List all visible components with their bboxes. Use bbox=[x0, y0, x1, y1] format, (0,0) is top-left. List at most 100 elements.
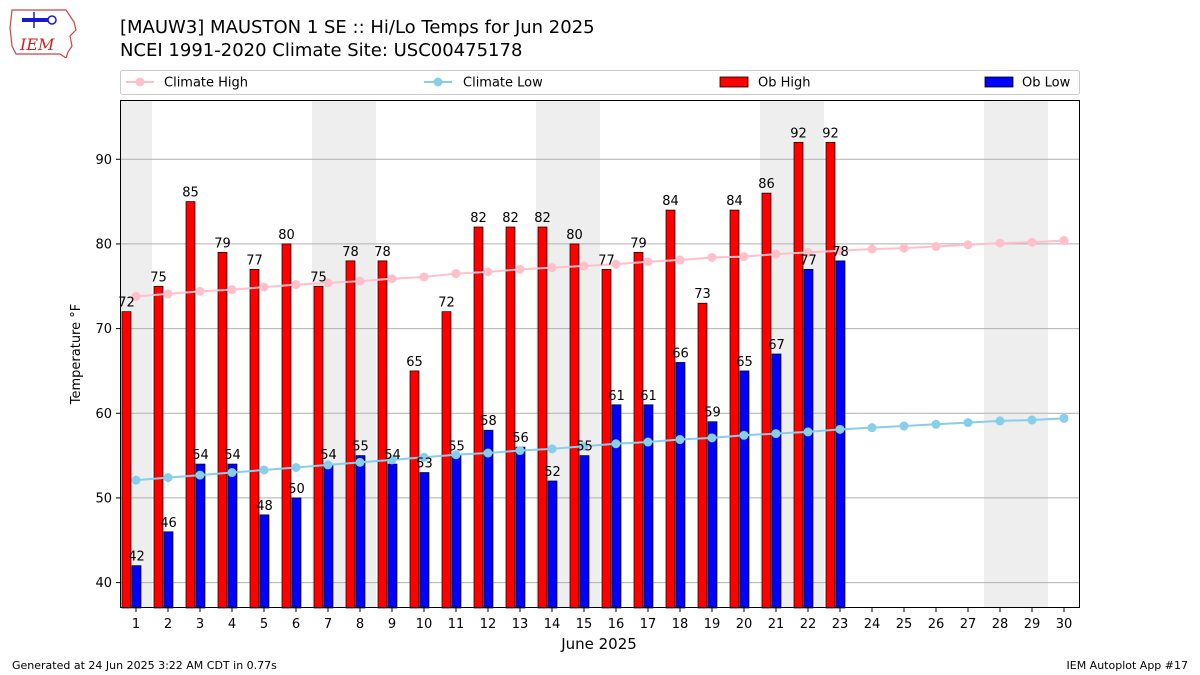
footer-app: IEM Autoplot App #17 bbox=[1066, 659, 1189, 672]
climate-high-point-29 bbox=[1027, 237, 1037, 247]
legend-climate-high: Climate High bbox=[126, 76, 248, 91]
ob-low-bar-10 bbox=[419, 472, 430, 609]
x-tick-label-21: 21 bbox=[768, 617, 785, 632]
ob-low-label-7: 54 bbox=[320, 448, 337, 463]
ob-low-label-9: 54 bbox=[384, 448, 401, 463]
climate-low-point-13 bbox=[515, 446, 525, 456]
logo-weather-station bbox=[22, 18, 48, 22]
ob-high-label-15: 80 bbox=[566, 228, 583, 243]
chart-title: [MAUW3] MAUSTON 1 SE :: Hi/Lo Temps for … bbox=[120, 17, 595, 38]
climate-low-point-17 bbox=[643, 437, 653, 447]
ob-low-bar-23 bbox=[835, 260, 846, 609]
ob-high-bar-22 bbox=[793, 141, 804, 609]
ob-low-bar-22 bbox=[803, 268, 814, 609]
climate-low-point-18 bbox=[675, 435, 685, 445]
climate-high-point-28 bbox=[995, 238, 1005, 248]
y-tick-label-40: 40 bbox=[95, 576, 112, 591]
ob-high-label-21: 86 bbox=[758, 177, 775, 192]
climate-high-point-3 bbox=[195, 286, 205, 296]
climate-low-point-24 bbox=[867, 423, 877, 433]
ob-high-bar-2 bbox=[153, 285, 164, 609]
ob-low-label-14: 52 bbox=[544, 465, 561, 480]
climate-high-point-24 bbox=[867, 244, 877, 254]
climate-high-point-11 bbox=[451, 269, 461, 279]
ob-high-bar-23 bbox=[825, 141, 836, 609]
climate-high-point-16 bbox=[611, 259, 621, 269]
iem-logo: IEM bbox=[9, 9, 77, 58]
x-tick-label-9: 9 bbox=[388, 617, 396, 632]
ob-low-bar-1 bbox=[131, 565, 142, 609]
legend-label-climate-low: Climate Low bbox=[463, 76, 543, 91]
ob-high-label-22: 92 bbox=[790, 126, 807, 141]
ob-high-bar-8 bbox=[345, 260, 356, 609]
climate-low-point-5 bbox=[259, 465, 269, 475]
ob-low-bar-20 bbox=[739, 370, 750, 609]
climate-low-point-9 bbox=[387, 455, 397, 465]
x-tick-label-12: 12 bbox=[480, 617, 497, 632]
legend-label-ob-high: Ob High bbox=[758, 76, 811, 91]
ob-high-bar-5 bbox=[249, 268, 260, 609]
climate-high-point-10 bbox=[419, 272, 429, 282]
climate-high-point-12 bbox=[483, 267, 493, 277]
ob-low-bar-11 bbox=[451, 455, 462, 609]
x-tick-label-27: 27 bbox=[960, 617, 977, 632]
y-tick-label-80: 80 bbox=[95, 237, 112, 252]
x-tick-label-20: 20 bbox=[736, 617, 753, 632]
x-tick-label-24: 24 bbox=[864, 617, 881, 632]
climate-high-point-21 bbox=[771, 249, 781, 259]
ob-low-bar-16 bbox=[611, 404, 622, 609]
climate-high-point-19 bbox=[707, 252, 717, 262]
climate-high-point-9 bbox=[387, 274, 397, 284]
ob-low-label-20: 65 bbox=[736, 355, 753, 370]
legend-label-ob-low: Ob Low bbox=[1022, 76, 1071, 91]
bars bbox=[121, 141, 846, 609]
ob-low-label-2: 46 bbox=[160, 516, 177, 531]
gridlines bbox=[120, 158, 1080, 584]
ob-low-label-12: 58 bbox=[480, 414, 497, 429]
climate-low-point-20 bbox=[739, 430, 749, 440]
ob-low-label-1: 42 bbox=[128, 550, 145, 565]
climate-low-point-21 bbox=[771, 429, 781, 439]
footer-generated: Generated at 24 Jun 2025 3:22 AM CDT in … bbox=[12, 659, 277, 672]
climate-high-point-27 bbox=[963, 240, 973, 250]
y-tick-label-50: 50 bbox=[95, 491, 112, 506]
ob-low-bar-13 bbox=[515, 446, 526, 609]
climate-low-point-1 bbox=[131, 475, 141, 485]
climate-high-point-17 bbox=[643, 257, 653, 267]
ob-high-label-4: 79 bbox=[214, 236, 231, 251]
x-tick-label-7: 7 bbox=[324, 617, 332, 632]
climate-low-point-10 bbox=[419, 452, 429, 462]
climate-high-point-20 bbox=[739, 252, 749, 262]
ob-low-bar-21 bbox=[771, 353, 782, 609]
plot-frame bbox=[120, 100, 1080, 608]
ob-low-bar-4 bbox=[227, 463, 238, 609]
x-tick-label-19: 19 bbox=[704, 617, 721, 632]
ob-low-bar-8 bbox=[355, 455, 366, 609]
climate-high-point-13 bbox=[515, 264, 525, 274]
ob-low-bar-15 bbox=[579, 455, 590, 609]
ob-low-bar-6 bbox=[291, 497, 302, 609]
climate-low-point-3 bbox=[195, 470, 205, 480]
ob-high-label-18: 84 bbox=[662, 194, 679, 209]
ob-high-label-12: 82 bbox=[470, 211, 487, 226]
legend-ob-high: Ob High bbox=[719, 76, 811, 91]
climate-high-point-26 bbox=[931, 241, 941, 251]
y-tick-label-60: 60 bbox=[95, 407, 112, 422]
legend-ob-low: Ob Low bbox=[984, 76, 1071, 91]
x-tick-label-4: 4 bbox=[228, 617, 236, 632]
ob-low-label-3: 54 bbox=[192, 448, 209, 463]
legend: Climate High Climate Low Ob High Ob Low bbox=[120, 70, 1080, 95]
x-tick-label-14: 14 bbox=[544, 617, 561, 632]
ob-high-bar-9 bbox=[377, 260, 388, 609]
ob-high-label-14: 82 bbox=[534, 211, 551, 226]
climate-lines bbox=[131, 236, 1069, 485]
weekend-shade-29 bbox=[1016, 100, 1048, 608]
ob-high-bar-3 bbox=[185, 201, 196, 609]
climate-high-point-30 bbox=[1059, 236, 1069, 246]
ob-low-bar-19 bbox=[707, 421, 718, 609]
ob-high-label-23: 92 bbox=[822, 126, 839, 141]
climate-high-point-25 bbox=[899, 243, 909, 253]
ob-low-bar-9 bbox=[387, 463, 398, 609]
